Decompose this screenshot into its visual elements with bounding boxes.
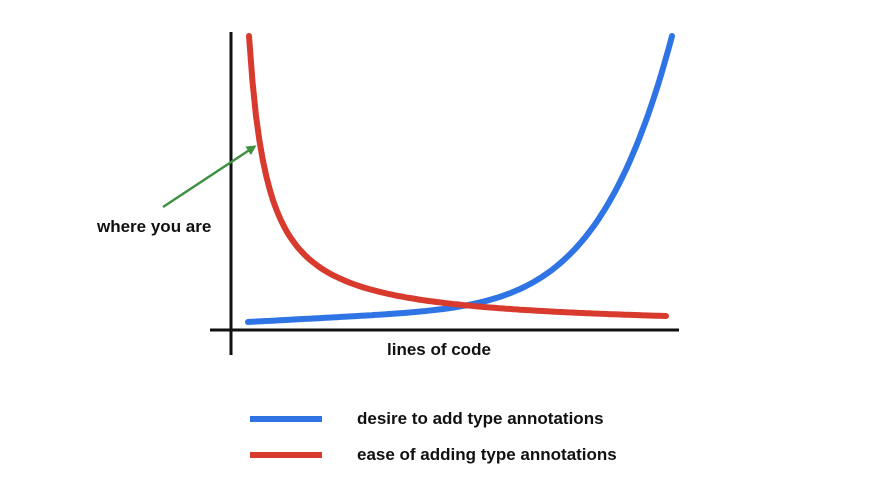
x-axis-label: lines of code	[387, 340, 491, 359]
annotation-label: where you are	[96, 217, 211, 236]
legend-label-ease: ease of adding type annotations	[357, 445, 617, 464]
annotation-arrow	[162, 145, 257, 209]
desire-series-line	[245, 33, 675, 325]
legend-label-desire: desire to add type annotations	[357, 409, 604, 428]
ease-series-line	[246, 33, 669, 319]
legend: desire to add type annotations ease of a…	[250, 409, 617, 464]
